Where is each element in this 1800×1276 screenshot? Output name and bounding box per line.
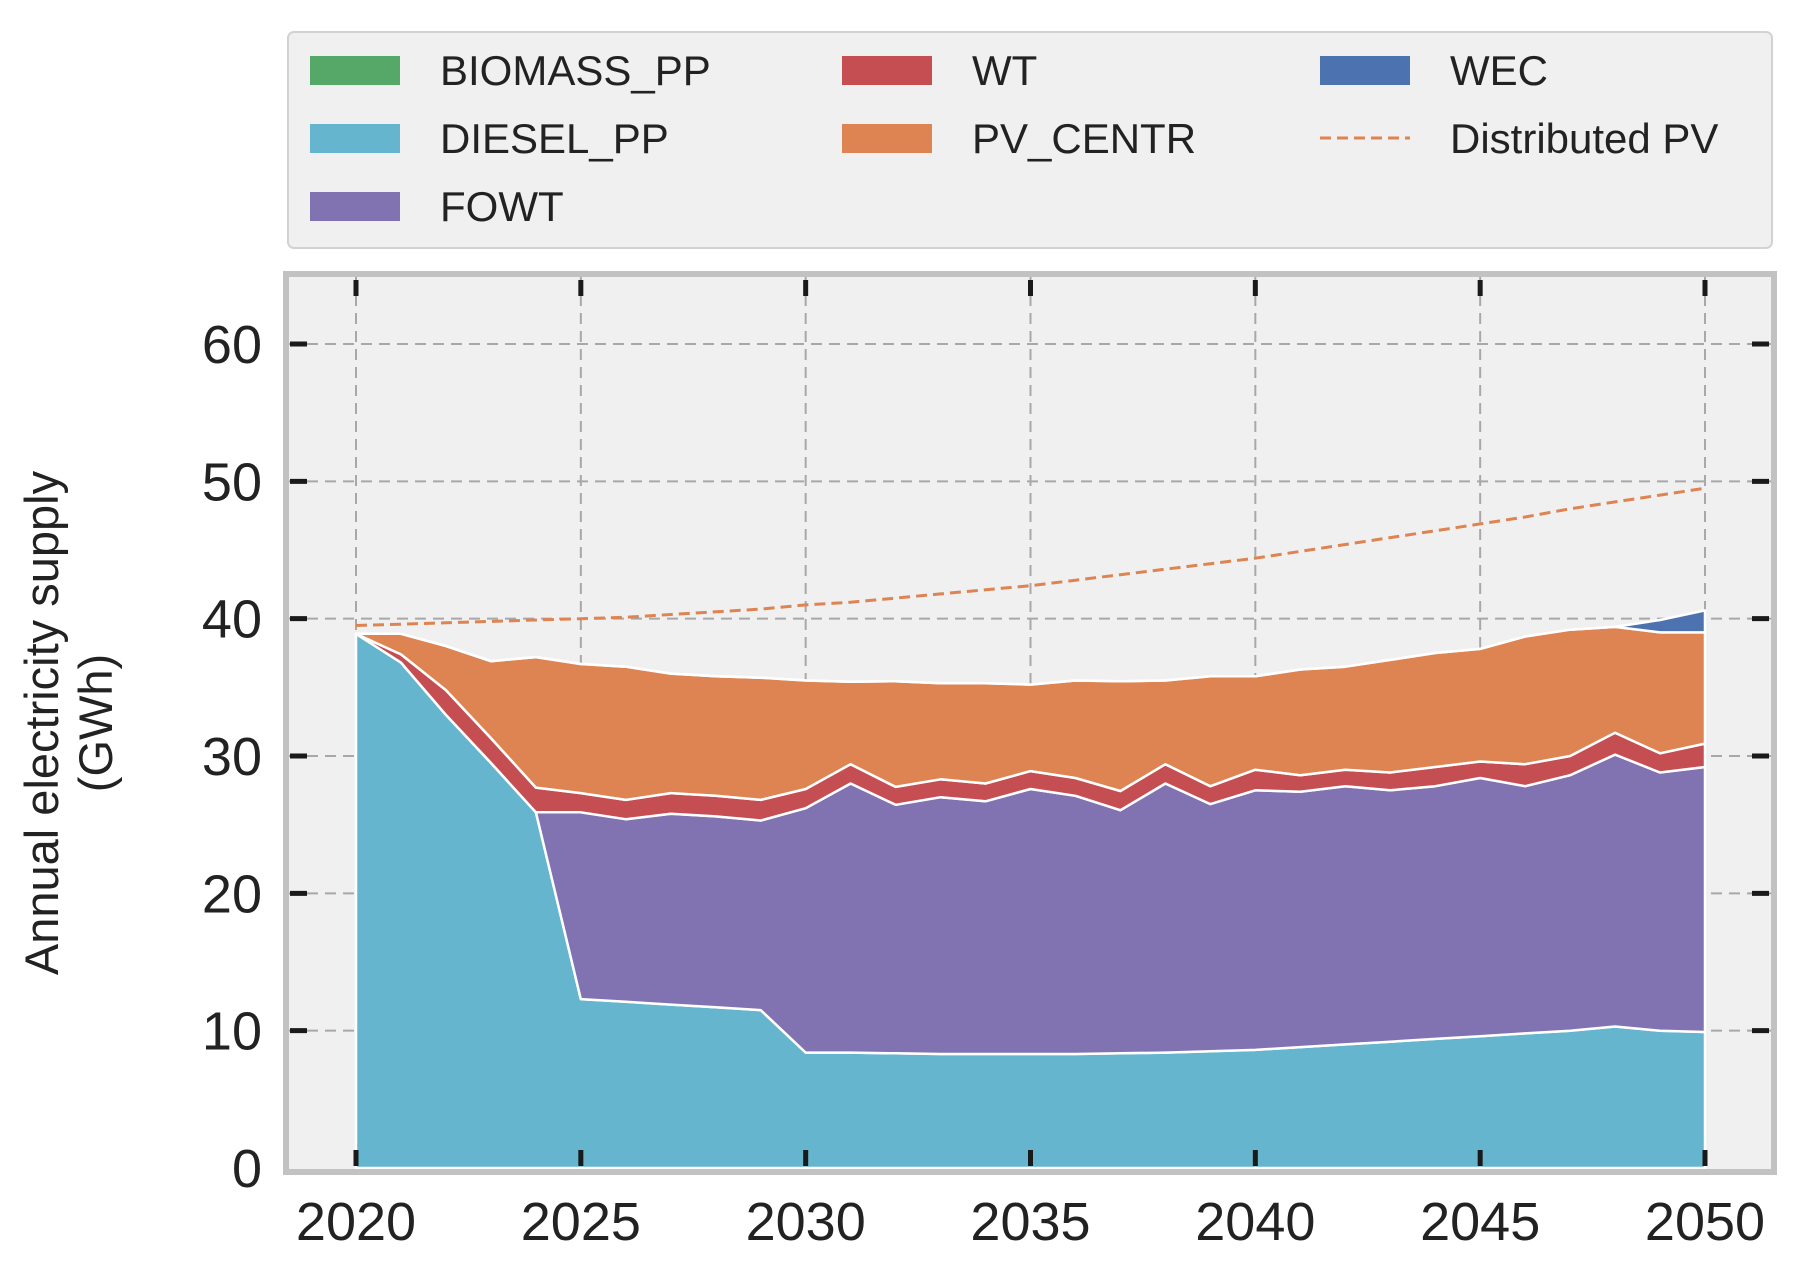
stacked-areas (354, 609, 1707, 1170)
legend-item-distributed-pv: Distributed PV (1320, 115, 1718, 162)
legend-frame (287, 31, 1773, 249)
x-axis-tick-labels: 2020 2025 2030 2035 2040 2045 2050 (296, 1192, 1765, 1252)
legend-label-biomass-pp: BIOMASS_PP (440, 47, 711, 94)
y-tick-label-40: 40 (202, 590, 262, 650)
legend-item-pv-centr: PV_CENTR (842, 115, 1196, 162)
x-tick-label-2045: 2045 (1420, 1192, 1540, 1252)
legend-swatch-wec (1320, 56, 1410, 85)
y-tick-label-60: 60 (202, 315, 262, 375)
x-tick-label-2050: 2050 (1645, 1192, 1765, 1252)
legend-item-fowt: FOWT (310, 183, 564, 230)
legend-swatch-wt (842, 56, 932, 85)
legend-label-fowt: FOWT (440, 183, 564, 230)
y-axis-unit: (GWh) (69, 654, 122, 792)
legend-swatch-diesel-pp (310, 124, 400, 153)
legend: BIOMASS_PP DIESEL_PP FOWT WT PV_CENTR WEC Dist… (287, 31, 1773, 249)
legend-label-diesel-pp: DIESEL_PP (440, 115, 669, 162)
legend-label-pv-centr: PV_CENTR (972, 115, 1196, 162)
legend-swatch-fowt (310, 192, 400, 221)
x-tick-label-2040: 2040 (1195, 1192, 1315, 1252)
y-tick-label-50: 50 (202, 452, 262, 512)
y-axis-tick-labels: 0 10 20 30 40 50 60 (202, 315, 262, 1199)
x-tick-label-2025: 2025 (521, 1192, 641, 1252)
area-wec (354, 609, 1707, 686)
y-tick-label-0: 0 (232, 1139, 262, 1199)
legend-item-wec: WEC (1320, 47, 1548, 94)
x-tick-label-2035: 2035 (970, 1192, 1090, 1252)
legend-swatch-biomass-pp (310, 56, 400, 85)
x-tick-label-2020: 2020 (296, 1192, 416, 1252)
y-tick-label-20: 20 (202, 864, 262, 924)
legend-item-diesel-pp: DIESEL_PP (310, 115, 669, 162)
legend-items: BIOMASS_PP DIESEL_PP FOWT WT PV_CENTR WEC Dist… (310, 47, 1718, 230)
legend-label-wt: WT (972, 47, 1037, 94)
y-tick-label-10: 10 (202, 1002, 262, 1062)
y-tick-label-30: 30 (202, 727, 262, 787)
y-axis-title: Annual electricity supply (GWh) (15, 470, 122, 975)
legend-label-distributed-pv: Distributed PV (1450, 115, 1718, 162)
plot-area (283, 271, 1777, 1175)
y-axis-label: Annual electricity supply (15, 470, 68, 975)
legend-label-wec: WEC (1450, 47, 1548, 94)
x-tick-label-2030: 2030 (746, 1192, 866, 1252)
plot-frame (283, 271, 1777, 1175)
legend-swatch-pv-centr (842, 124, 932, 153)
line-series (355, 486, 1706, 627)
legend-item-wt: WT (842, 47, 1037, 94)
tick-marks (290, 280, 1769, 1166)
legend-item-biomass-pp: BIOMASS_PP (310, 47, 711, 94)
line-distributed-pv (355, 486, 1706, 627)
